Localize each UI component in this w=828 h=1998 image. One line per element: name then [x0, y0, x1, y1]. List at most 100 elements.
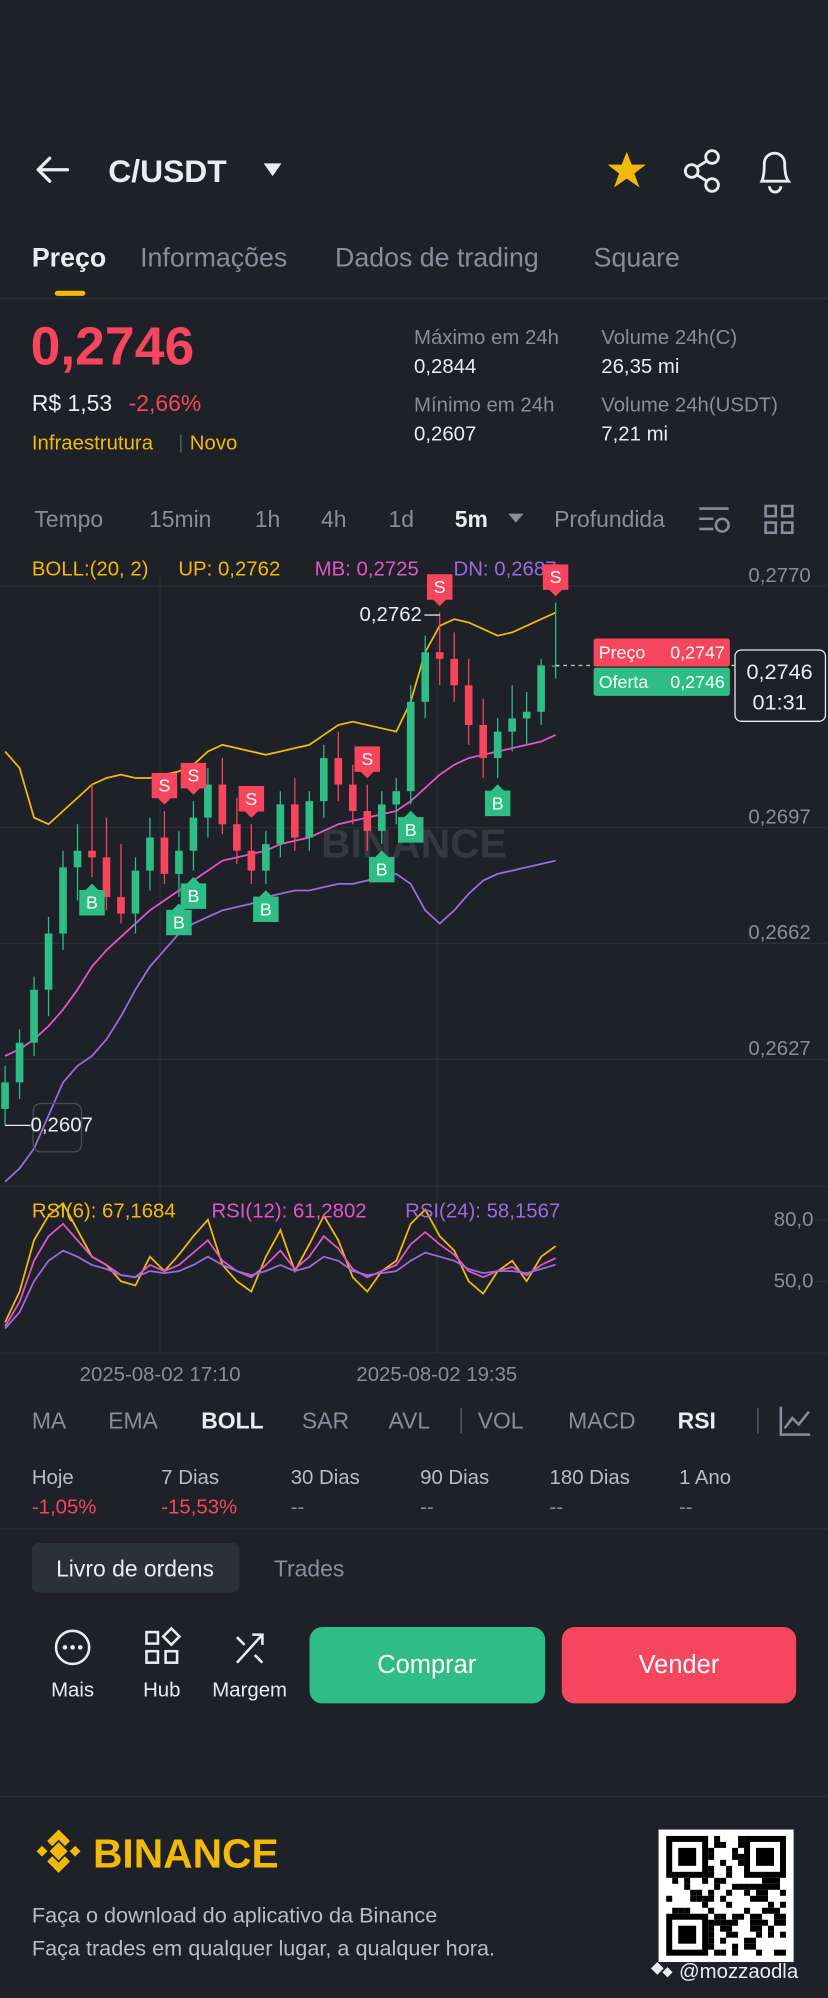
- indicator-tab[interactable]: VOL: [478, 1408, 524, 1434]
- signal-label: S: [550, 567, 562, 587]
- signal-badge[interactable]: [253, 890, 279, 923]
- interval[interactable]: 1h: [255, 506, 280, 532]
- indicator-tab[interactable]: RSI: [678, 1408, 716, 1434]
- signal-badge[interactable]: [354, 746, 381, 779]
- qr-cell: [684, 1877, 691, 1884]
- qr-cell: [762, 1919, 769, 1926]
- qr-finder-core: [678, 1925, 697, 1944]
- qr-cell: [738, 1883, 745, 1890]
- qr-cell: [744, 1889, 751, 1896]
- signal-badge[interactable]: [238, 786, 265, 818]
- signal-badge[interactable]: [398, 810, 424, 843]
- qr-cell: [779, 1913, 786, 1920]
- page-tab[interactable]: Dados de trading: [335, 243, 539, 273]
- indicator-tab[interactable]: SAR: [302, 1408, 349, 1434]
- tag[interactable]: Infraestrutura: [32, 433, 154, 455]
- page-tab[interactable]: Preço: [32, 243, 106, 273]
- qr-cell: [762, 1907, 769, 1914]
- candle-body: [233, 824, 241, 851]
- favorite-star[interactable]: [607, 151, 646, 188]
- stat-value: 26,35 mi: [601, 356, 679, 378]
- pair-title[interactable]: C/USDT: [108, 153, 227, 189]
- signal-badge[interactable]: [180, 762, 207, 795]
- qr-cell: [768, 1883, 774, 1890]
- signal-badge[interactable]: [426, 574, 453, 607]
- more-icon[interactable]: [54, 1629, 91, 1666]
- indicator-tab[interactable]: AVL: [389, 1408, 431, 1434]
- interval[interactable]: 4h: [321, 506, 346, 532]
- order-tab[interactable]: Livro de ordens: [56, 1555, 214, 1581]
- qr-cell: [756, 1931, 763, 1938]
- action-label[interactable]: Hub: [143, 1680, 180, 1702]
- signal-badge[interactable]: [79, 883, 105, 916]
- signal-badge[interactable]: [484, 784, 511, 817]
- buy-label[interactable]: Comprar: [377, 1651, 477, 1679]
- action-label[interactable]: Mais: [51, 1680, 94, 1702]
- quote-tag: [593, 667, 730, 696]
- qr-cell: [732, 1847, 739, 1854]
- candle-body: [1, 1082, 9, 1109]
- layout-button[interactable]: [764, 504, 794, 535]
- legend-entry: DN: 0,2687: [453, 559, 556, 581]
- qr-cell: [714, 1883, 721, 1890]
- interval[interactable]: 15min: [149, 506, 211, 532]
- qr-cell: [750, 1883, 757, 1890]
- signal-label: B: [86, 893, 98, 913]
- qr-cell: [714, 1877, 721, 1884]
- period-label: 1 Ano: [679, 1467, 731, 1489]
- signal-badge[interactable]: [542, 564, 569, 597]
- indicator-tab[interactable]: MA: [32, 1408, 67, 1434]
- interval[interactable]: 5m: [455, 506, 488, 532]
- order-tab[interactable]: Trades: [274, 1555, 344, 1581]
- indicator-tab[interactable]: BOLL: [201, 1408, 263, 1434]
- period-label: 90 Dias: [420, 1467, 489, 1489]
- period-value: --: [679, 1496, 693, 1518]
- qr-cell: [779, 1889, 786, 1896]
- signal-badge[interactable]: [180, 876, 207, 909]
- period-value: -1,05%: [32, 1496, 97, 1518]
- sell-button[interactable]: [561, 1627, 797, 1704]
- qr-cell: [732, 1949, 739, 1956]
- tag[interactable]: Novo: [190, 433, 238, 455]
- interval-dropdown[interactable]: [508, 513, 524, 523]
- candle-body: [175, 850, 183, 874]
- indicator-tab[interactable]: EMA: [108, 1408, 158, 1434]
- page-tab[interactable]: Informações: [140, 243, 287, 273]
- signal-label: S: [361, 749, 373, 769]
- signal-badge[interactable]: [166, 903, 192, 936]
- pair-dropdown[interactable]: [263, 163, 282, 177]
- buy-button[interactable]: [309, 1627, 546, 1704]
- indicator-tab[interactable]: MACD: [568, 1408, 635, 1434]
- qr-cell: [696, 1895, 703, 1902]
- signal-badge[interactable]: [151, 772, 178, 805]
- interval[interactable]: Profundida: [554, 506, 665, 532]
- qr-cell: [750, 1913, 757, 1920]
- indicator-settings[interactable]: [779, 1406, 811, 1436]
- share-button[interactable]: [683, 149, 720, 193]
- qr-cell: [756, 1919, 763, 1926]
- qr-cell: [690, 1895, 697, 1902]
- period-label: Hoje: [32, 1467, 74, 1489]
- margin-icon[interactable]: [235, 1633, 264, 1664]
- sell-label[interactable]: Vender: [639, 1651, 720, 1679]
- qr-cell: [762, 1877, 769, 1884]
- expand-button[interactable]: [32, 1102, 83, 1153]
- page-tab[interactable]: Square: [594, 243, 680, 273]
- quote-value: 0,2746: [670, 672, 725, 692]
- hub-icon[interactable]: [145, 1626, 182, 1664]
- qr-cell: [744, 1883, 751, 1890]
- qr-cell: [750, 1943, 757, 1950]
- qr-cell: [744, 1943, 751, 1950]
- candle-body: [363, 811, 372, 831]
- signal-badge[interactable]: [369, 850, 395, 883]
- alert-bell[interactable]: [759, 151, 792, 194]
- qr-cell: [750, 1919, 757, 1926]
- action-label[interactable]: Margem: [212, 1680, 287, 1702]
- interval[interactable]: 1d: [389, 506, 414, 532]
- stat-value: 7,21 mi: [601, 424, 668, 446]
- candle-body: [102, 857, 111, 898]
- back-button[interactable]: [36, 156, 70, 183]
- chart-settings-button[interactable]: [699, 507, 730, 533]
- interval[interactable]: Tempo: [34, 506, 103, 532]
- footer-line: Faça trades em qualquer lugar, a qualque…: [32, 1936, 495, 1961]
